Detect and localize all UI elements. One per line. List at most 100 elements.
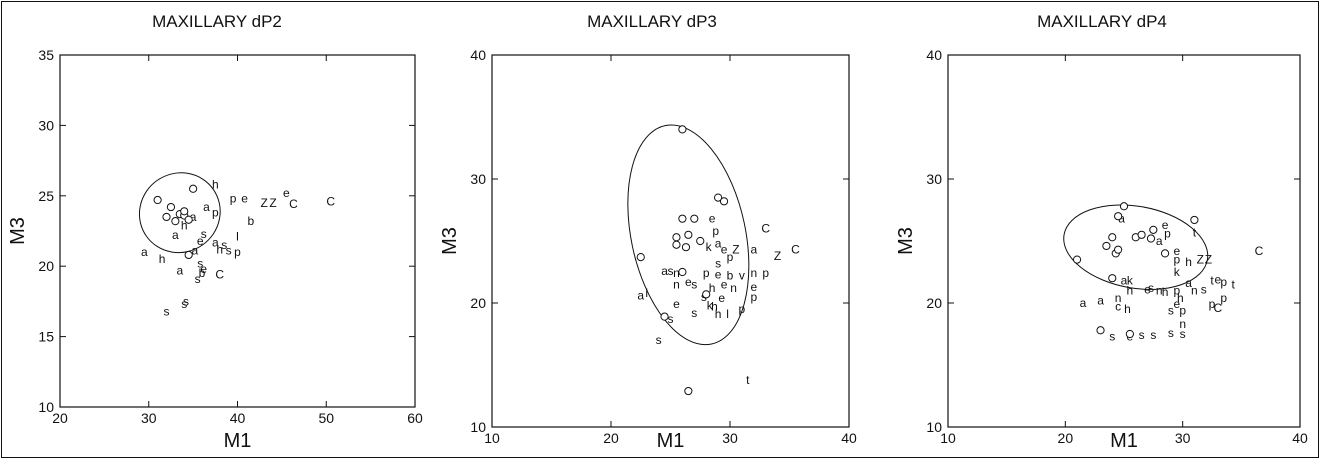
data-point-letter: a — [172, 228, 179, 242]
data-point-letter: e — [1144, 282, 1151, 296]
x-tick-label: 20 — [603, 430, 619, 446]
data-point-letter: e — [1173, 244, 1180, 258]
x-axis-label: M1 — [657, 430, 685, 452]
data-point-letter: h — [1177, 291, 1184, 305]
data-point-letter: e — [197, 234, 204, 248]
y-tick-label: 20 — [926, 295, 942, 311]
y-tick-label: 30 — [470, 171, 486, 187]
x-tick-label: 60 — [407, 410, 423, 426]
y-tick-label: 15 — [38, 329, 54, 345]
data-point-letter: a — [1121, 274, 1128, 288]
data-point-circle — [184, 215, 193, 224]
data-point-circle — [1108, 274, 1117, 283]
data-point-letter: p — [212, 206, 219, 220]
data-point-letter: a — [1080, 296, 1087, 310]
x-tick-label: 30 — [722, 430, 738, 446]
y-tick-label: 10 — [470, 419, 486, 435]
y-tick-label: 40 — [926, 47, 942, 63]
data-point-letter: a — [637, 289, 644, 303]
y-tick-label: 30 — [926, 171, 942, 187]
y-axis-label: M3 — [895, 227, 917, 255]
x-axis-label: M1 — [224, 430, 252, 452]
panel-title: MAXILLARY dP4 — [1037, 12, 1167, 31]
data-point-letter: C — [215, 268, 224, 282]
y-tick-label: 40 — [470, 47, 486, 63]
data-point-letter: e — [1173, 297, 1180, 311]
x-tick-label: 40 — [230, 410, 246, 426]
data-point-letter: s — [656, 333, 662, 347]
y-tick-label: 10 — [38, 399, 54, 415]
x-tick-label: 50 — [318, 410, 334, 426]
data-point-letter: e — [673, 297, 680, 311]
data-point-circle — [1125, 329, 1134, 339]
data-point-letter: a — [1185, 276, 1192, 290]
data-point-circle — [1137, 230, 1146, 239]
data-point-letter: e — [709, 212, 716, 226]
y-tick-label: 20 — [470, 295, 486, 311]
data-point-letter: p — [234, 245, 241, 259]
data-point-letter: a — [176, 263, 183, 277]
data-point-letter: h — [1124, 302, 1131, 316]
data-point-letter: a — [1156, 234, 1163, 248]
data-point-letter: h — [159, 252, 166, 266]
data-point-letter: p — [727, 250, 734, 264]
data-point-letter: s — [1168, 326, 1174, 340]
data-point-letter: C — [761, 222, 770, 236]
data-point-circle — [180, 207, 189, 216]
data-point-letter: s — [201, 227, 207, 241]
data-point-circle — [684, 386, 693, 396]
data-point-letter: s — [1150, 328, 1156, 342]
data-point-letter: a — [1097, 294, 1104, 308]
data-point-letter: s — [1201, 282, 1207, 296]
data-point-letter: h — [1185, 255, 1192, 269]
data-point-circle — [696, 236, 705, 246]
data-point-letter: b — [247, 214, 254, 228]
data-point-circle — [1119, 202, 1129, 211]
y-tick-label: 35 — [38, 47, 54, 63]
data-point-letter: e — [721, 277, 728, 291]
data-point-letter: a — [1118, 212, 1125, 226]
data-point-letter: Z — [732, 243, 739, 257]
data-point-circle — [678, 214, 687, 223]
data-point-letter: s — [181, 297, 187, 311]
data-point-letter: p — [1220, 291, 1227, 305]
data-point-letter: p — [712, 224, 719, 238]
data-point-letter: n — [1115, 291, 1122, 305]
plot-frame — [491, 54, 850, 428]
data-point-letter: e — [283, 186, 290, 200]
data-point-letter: n — [1179, 317, 1186, 331]
data-point-letter: s — [1168, 303, 1174, 317]
data-point-letter: e — [685, 275, 692, 289]
data-point-letter: p — [703, 266, 710, 280]
data-point-letter: h — [181, 218, 188, 232]
data-point-letter: p — [1164, 227, 1171, 241]
data-point-letter: p — [1173, 253, 1180, 267]
x-tick-label: 20 — [1058, 430, 1074, 446]
data-point-letter: a — [190, 210, 197, 224]
confidence-ellipse — [1063, 204, 1209, 290]
data-point-letter: s — [691, 306, 697, 320]
x-tick-label: 40 — [841, 430, 857, 446]
data-point-letter: k — [1174, 265, 1181, 279]
x-tick-label: 40 — [1292, 430, 1308, 446]
data-point-letter: s — [668, 312, 674, 326]
plot-frame — [947, 54, 1301, 428]
data-point-letter: n — [1191, 284, 1198, 298]
data-point-letter: p — [1209, 297, 1216, 311]
data-point-letter: h — [711, 300, 718, 314]
data-point-circle — [678, 267, 687, 277]
data-point-letter: s — [668, 264, 674, 278]
data-point-letter: h — [1127, 284, 1134, 298]
data-point-letter: v — [739, 269, 745, 283]
data-point-letter: C — [326, 194, 335, 208]
x-tick-label: 30 — [1175, 430, 1191, 446]
data-point-circle — [189, 184, 198, 193]
data-point-letter: a — [141, 245, 148, 259]
data-point-letter: h — [715, 307, 722, 321]
data-point-letter: l — [236, 230, 239, 244]
data-point-letter: Z — [260, 196, 267, 210]
data-point-letter: s — [164, 304, 170, 318]
